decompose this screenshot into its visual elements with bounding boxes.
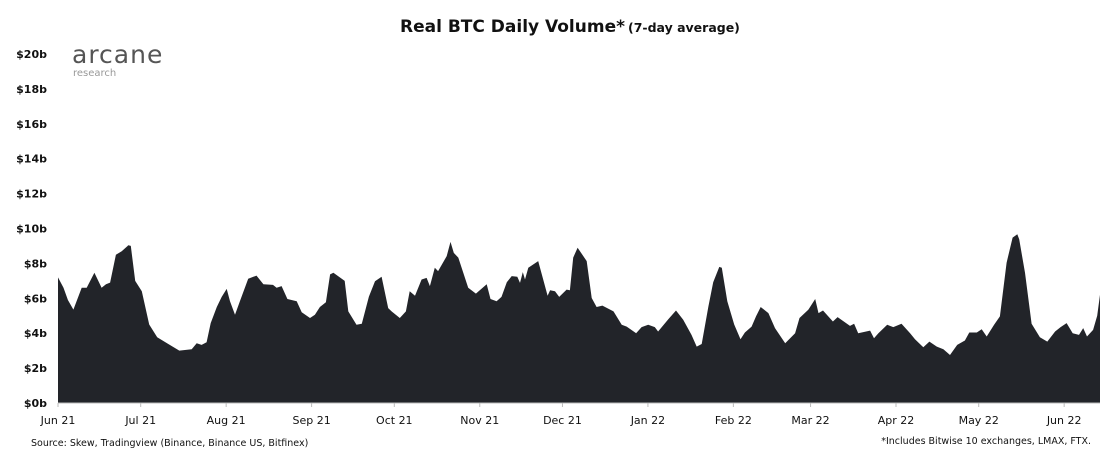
y-tick-label: $2b — [24, 362, 47, 375]
x-tick-label: May 22 — [959, 414, 999, 427]
y-tick-label: $8b — [24, 257, 47, 270]
x-tick-label: Nov 21 — [460, 414, 499, 427]
y-tick-label: $16b — [16, 118, 47, 131]
x-tick-label: Feb 22 — [715, 414, 752, 427]
x-tick-label: Apr 22 — [878, 414, 915, 427]
y-tick-label: $14b — [16, 153, 47, 166]
x-tick-label: Aug 21 — [207, 414, 246, 427]
chart-subtitle: (7-day average) — [628, 20, 740, 35]
source-note: Source: Skew, Tradingview (Binance, Bina… — [31, 438, 308, 449]
x-axis: Jun 21 Jul 21 Aug 21 Sep 21 Oct 21 Nov 21 Dec … — [40, 403, 1082, 427]
x-tick-label: Jul 21 — [124, 414, 156, 427]
y-tick-label: $18b — [16, 83, 47, 96]
y-tick-label: $0b — [24, 397, 47, 410]
logo-main: arcane — [72, 40, 163, 69]
arcane-logo: arcane research — [72, 40, 163, 79]
y-tick-label: $4b — [24, 327, 47, 340]
logo-sub: research — [73, 68, 116, 79]
x-tick-label: Sep 21 — [292, 414, 330, 427]
x-tick-label: Jun 22 — [1046, 414, 1082, 427]
x-tick-label: Jun 21 — [40, 414, 76, 427]
footnote: *Includes Bitwise 10 exchanges, LMAX, FT… — [881, 436, 1091, 447]
y-tick-label: $6b — [24, 292, 47, 305]
y-tick-label: $20b — [16, 48, 47, 61]
x-tick-label: Mar 22 — [791, 414, 829, 427]
y-tick-label: $12b — [16, 188, 47, 201]
x-tick-label: Oct 21 — [376, 414, 413, 427]
x-tick-label: Jan 22 — [630, 414, 665, 427]
x-tick-label: Dec 21 — [543, 414, 582, 427]
y-tick-label: $10b — [16, 223, 47, 236]
volume-area — [58, 234, 1100, 403]
chart-title: Real BTC Daily Volume* — [400, 17, 625, 37]
y-axis: $0b $2b $4b $6b $8b $10b $12b $14b $16b $18b $20b — [16, 48, 47, 410]
